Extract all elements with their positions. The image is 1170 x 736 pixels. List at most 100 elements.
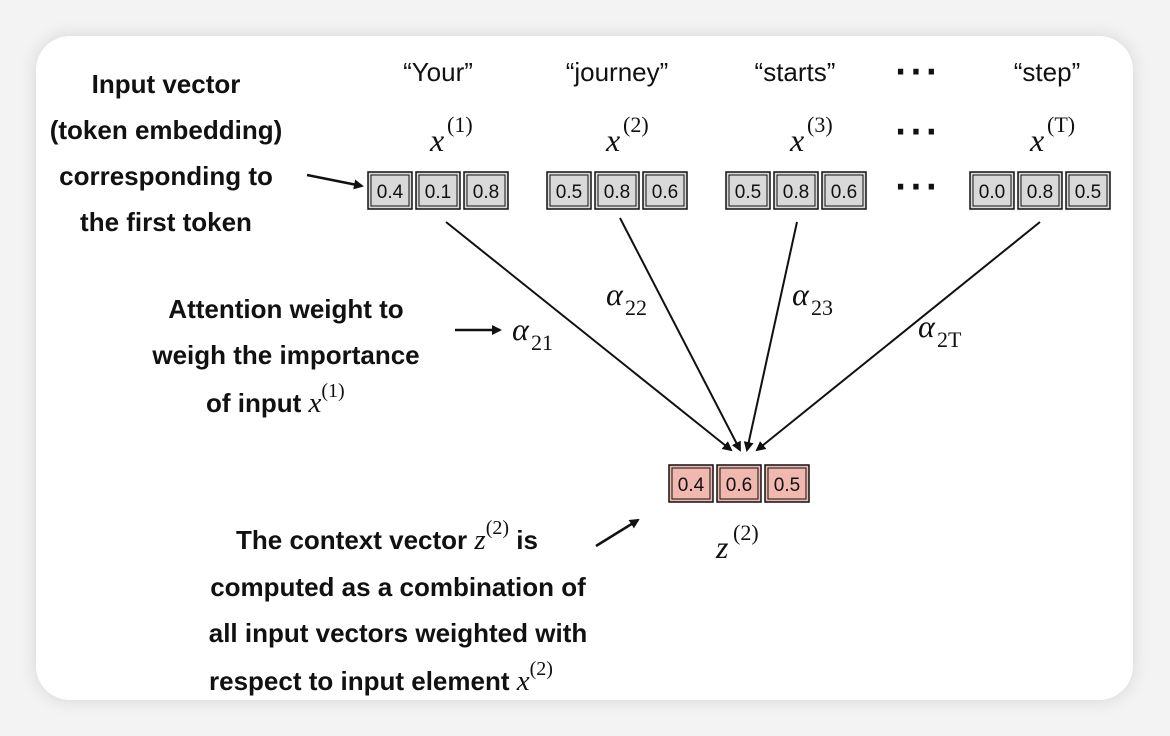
annotation-attention-weight: Attention weight to weigh the importance… bbox=[151, 294, 419, 419]
context-cell-border-2 bbox=[719, 467, 759, 500]
token-3-cell-border-3 bbox=[824, 174, 864, 207]
token-2-cell-1 bbox=[546, 171, 592, 210]
token-word-4: “step” bbox=[1014, 57, 1080, 87]
annotation-input-vector: Input vector (token embedding) correspon… bbox=[50, 69, 283, 237]
arrow-weight-22 bbox=[619, 217, 741, 452]
token-3-value-2: 0.8 bbox=[783, 182, 809, 203]
svg-text:all input vectors weighted wit: all input vectors weighted with bbox=[209, 618, 588, 648]
input-vectors: 0.4 0.1 0.8 0.5 0.8 0.6 0.5 0.8 0.6 0.0 0.8 0.5 bbox=[367, 171, 1111, 210]
token-1-value-3: 0.8 bbox=[473, 182, 499, 203]
annotation-context-vector: The context vector z(2) is computed as a… bbox=[209, 517, 588, 697]
token-2-value-1: 0.5 bbox=[556, 182, 582, 203]
svg-text:x: x bbox=[1029, 122, 1044, 158]
arrow-input-annotation bbox=[306, 173, 364, 190]
token-1-value-2: 0.1 bbox=[425, 182, 451, 203]
svg-text:22: 22 bbox=[625, 295, 647, 320]
token-4-cell-border-2 bbox=[1020, 174, 1060, 207]
token-1-cell-border-1 bbox=[370, 174, 410, 207]
x-label-T: x (T) bbox=[1029, 112, 1075, 158]
svg-text:23: 23 bbox=[811, 295, 833, 320]
token-3-cell-3 bbox=[821, 171, 867, 210]
svg-text:(3): (3) bbox=[807, 112, 833, 137]
token-1-cell-2 bbox=[415, 171, 461, 210]
svg-text:(T): (T) bbox=[1047, 112, 1075, 137]
svg-text:α: α bbox=[792, 276, 810, 312]
token-4-value-2: 0.8 bbox=[1027, 182, 1053, 203]
context-cell-1 bbox=[668, 464, 714, 503]
svg-text:x: x bbox=[605, 122, 620, 158]
token-2-value-3: 0.6 bbox=[652, 182, 678, 203]
token-4-cell-border-1 bbox=[972, 174, 1012, 207]
svg-text:x: x bbox=[429, 122, 444, 158]
x-label-1: x (1) bbox=[429, 112, 473, 158]
token-4-value-1: 0.0 bbox=[979, 182, 1005, 203]
token-1-cell-border-2 bbox=[418, 174, 458, 207]
token-4-cell-3 bbox=[1065, 171, 1111, 210]
token-2-value-2: 0.8 bbox=[604, 182, 630, 203]
svg-text:Attention weight to: Attention weight to bbox=[168, 294, 403, 324]
z-label: z (2) bbox=[715, 520, 759, 565]
svg-text:α: α bbox=[606, 276, 624, 312]
token-3-cell-2 bbox=[773, 171, 819, 210]
svg-text:x: x bbox=[789, 122, 804, 158]
arrow-weight-23 bbox=[743, 221, 798, 452]
context-value-3: 0.5 bbox=[774, 475, 800, 496]
alpha-2T: α 2T bbox=[918, 308, 962, 352]
token-4-cell-2 bbox=[1017, 171, 1063, 210]
token-3-value-3: 0.6 bbox=[831, 182, 857, 203]
token-2-cell-border-1 bbox=[549, 174, 589, 207]
svg-text:2T: 2T bbox=[937, 327, 962, 352]
svg-text:corresponding to: corresponding to bbox=[59, 161, 273, 191]
svg-text:z: z bbox=[715, 529, 729, 565]
svg-text:α: α bbox=[512, 311, 530, 347]
x-label-3: x (3) bbox=[789, 112, 833, 158]
context-cell-3 bbox=[764, 464, 810, 503]
token-3-cell-1 bbox=[725, 171, 771, 210]
svg-text:(2): (2) bbox=[623, 112, 649, 137]
svg-text:21: 21 bbox=[531, 330, 553, 355]
svg-text:the first token: the first token bbox=[80, 207, 252, 237]
token-word-1: “Your” bbox=[403, 57, 473, 87]
ellipsis-labels: ··· bbox=[895, 115, 941, 150]
context-cell-border-1 bbox=[671, 467, 711, 500]
arrow-weight-21 bbox=[445, 221, 733, 452]
svg-text:of input x(1): of input x(1) bbox=[206, 380, 345, 419]
svg-text:The context vector z(2) is: The context vector z(2) is bbox=[236, 517, 538, 556]
token-3-value-1: 0.5 bbox=[735, 182, 761, 203]
ellipsis-vectors: ··· bbox=[895, 170, 941, 205]
svg-text:computed as a combination of: computed as a combination of bbox=[210, 572, 586, 602]
token-4-value-3: 0.5 bbox=[1075, 182, 1101, 203]
context-cell-2 bbox=[716, 464, 762, 503]
alpha-22: α 22 bbox=[606, 276, 647, 320]
token-1-cell-border-3 bbox=[466, 174, 506, 207]
token-word-3: “starts” bbox=[755, 57, 836, 87]
token-1-cell-1 bbox=[367, 171, 413, 210]
arrow-context-annotation bbox=[595, 518, 640, 548]
context-vector: 0.4 0.6 0.5 bbox=[668, 464, 810, 503]
token-1-cell-3 bbox=[463, 171, 509, 210]
token-2-cell-2 bbox=[594, 171, 640, 210]
arrow-weight-2T bbox=[755, 221, 1041, 452]
ellipsis-words: ··· bbox=[895, 55, 941, 90]
token-2-cell-border-2 bbox=[597, 174, 637, 207]
context-value-2: 0.6 bbox=[726, 475, 752, 496]
svg-text:(2): (2) bbox=[733, 520, 759, 545]
svg-text:(token embedding): (token embedding) bbox=[50, 115, 283, 145]
token-4-cell-1 bbox=[969, 171, 1015, 210]
x-label-2: x (2) bbox=[605, 112, 649, 158]
alpha-21: α 21 bbox=[512, 311, 553, 355]
token-4-cell-border-3 bbox=[1068, 174, 1108, 207]
alpha-23: α 23 bbox=[792, 276, 833, 320]
token-1-value-1: 0.4 bbox=[377, 182, 404, 203]
context-cell-border-3 bbox=[767, 467, 807, 500]
svg-text:α: α bbox=[918, 308, 936, 344]
context-value-1: 0.4 bbox=[678, 475, 705, 496]
token-word-2: “journey” bbox=[566, 57, 669, 87]
diagram-card bbox=[36, 36, 1133, 700]
token-3-cell-border-2 bbox=[776, 174, 816, 207]
svg-text:weigh the importance: weigh the importance bbox=[151, 340, 419, 370]
token-3-cell-border-1 bbox=[728, 174, 768, 207]
svg-text:Input vector: Input vector bbox=[92, 69, 241, 99]
token-2-cell-border-3 bbox=[645, 174, 685, 207]
